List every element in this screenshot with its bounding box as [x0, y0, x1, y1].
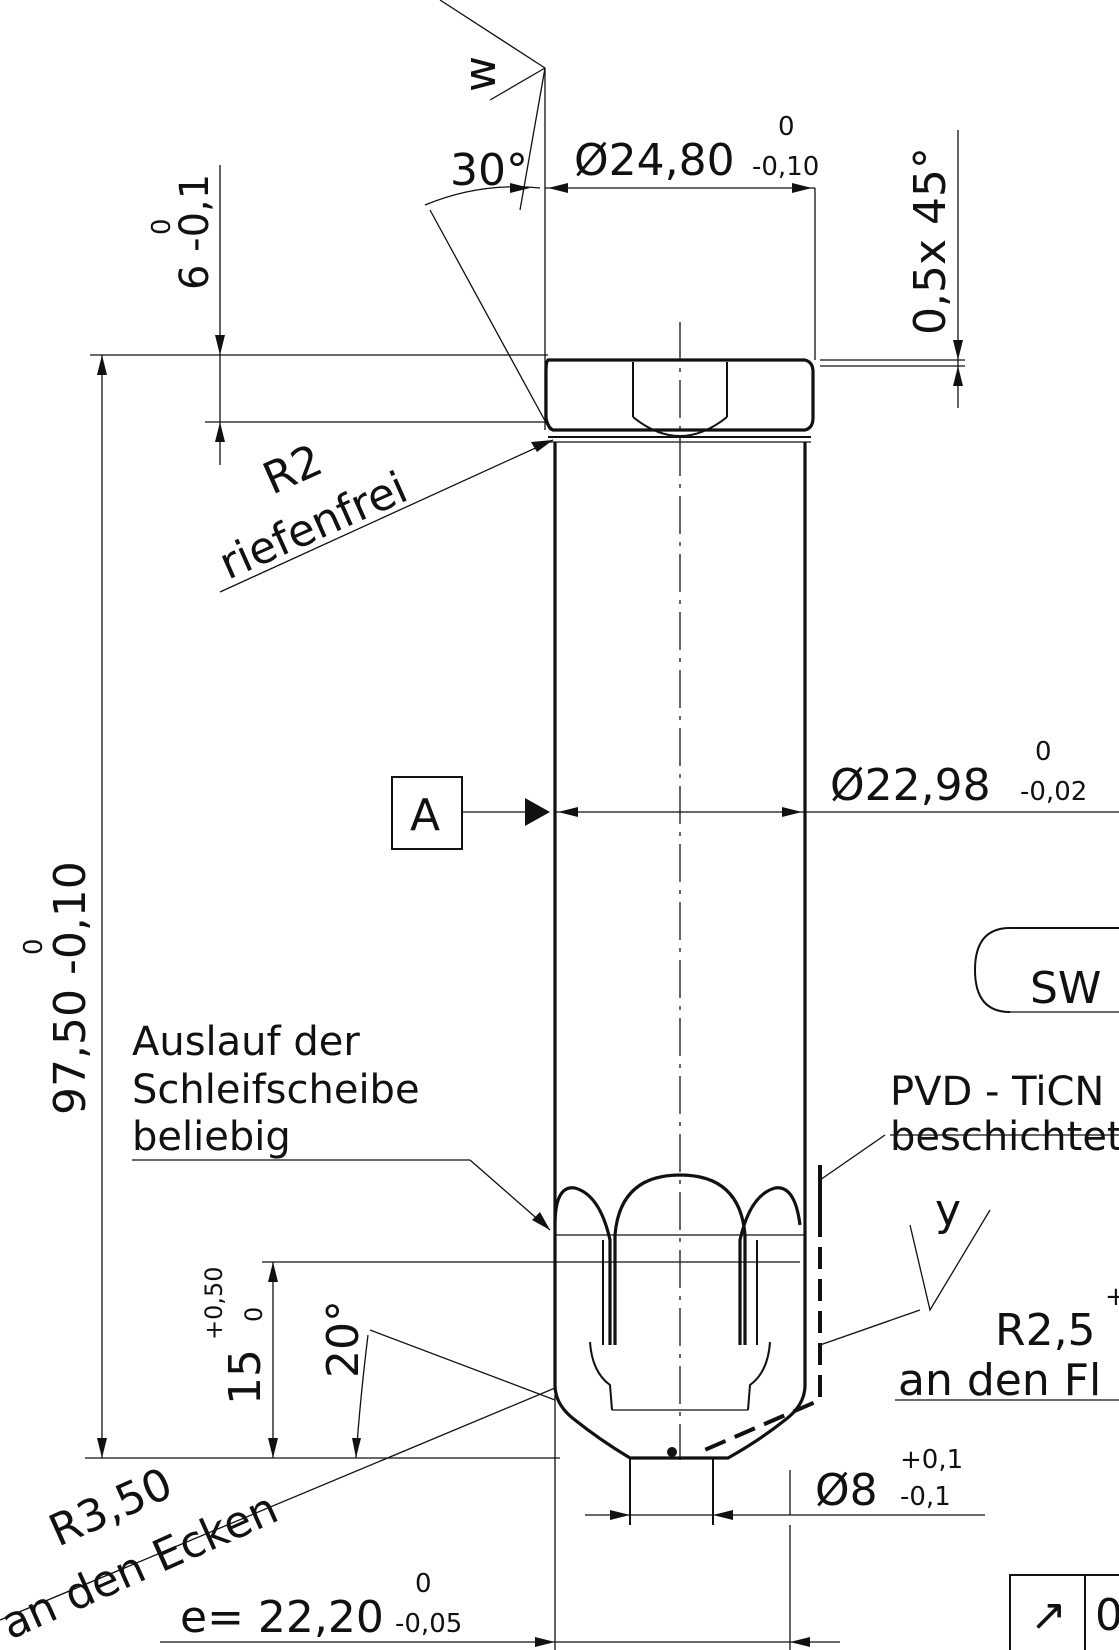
- auslauf-line-3: beliebig: [132, 1114, 291, 1160]
- head-height-label: 6 -0,1: [172, 174, 218, 290]
- height-15-upper: +0,50: [200, 1266, 228, 1340]
- length-label: 97,50 -0,10: [45, 861, 96, 1115]
- angle-20-label: 20°: [318, 1300, 369, 1378]
- radius-r25-tol: +: [1105, 1282, 1119, 1312]
- hex-tip-scallops: [553, 1173, 802, 1345]
- dia-shaft-upper: 0: [1035, 737, 1052, 767]
- dia-pin-lower: -0,1: [900, 1482, 951, 1512]
- sw-callout-box: [973, 927, 1119, 1013]
- height-15-label: 15: [220, 1349, 271, 1405]
- dia-head-label: Ø24,80: [574, 135, 735, 186]
- radius-r25-label: R2,5: [995, 1305, 1096, 1356]
- dia-shaft-label: Ø22,98: [830, 760, 991, 811]
- head-hex-flats: [632, 362, 728, 437]
- pvd-line-2: beschichtet: [890, 1114, 1119, 1160]
- dia-shaft-lower: -0,02: [1020, 777, 1087, 807]
- pvd-line-1: PVD - TiCN: [890, 1069, 1104, 1115]
- coating-indicator: [699, 1215, 822, 1454]
- part-outline: [544, 358, 822, 1525]
- tip-chamfer: [553, 1384, 807, 1460]
- dia-head-lower-tol: -0,10: [752, 152, 819, 182]
- auslauf-line-2: Schleifscheibe: [132, 1067, 420, 1113]
- arrowheads: [97, 183, 963, 1647]
- head-outline: [544, 358, 815, 432]
- head-height-upper: 0: [147, 218, 177, 235]
- gdt-value: 0: [1095, 1590, 1119, 1641]
- dia-pin-upper: +0,1: [900, 1445, 963, 1475]
- flanks-label: an den Fl: [898, 1355, 1101, 1406]
- gdt-frame: [1009, 1574, 1119, 1650]
- datum-a-box: [391, 776, 463, 850]
- chamfer-label: 0,5x 45°: [905, 147, 956, 335]
- radius-r2-label: R2: [256, 435, 330, 505]
- across-corners-label: e= 22,20: [180, 1592, 384, 1643]
- height-15-lower: 0: [240, 1307, 268, 1322]
- auslauf-line-1: Auslauf der: [132, 1019, 360, 1065]
- dia-pin-label: Ø8: [815, 1465, 878, 1516]
- surface-w-label: w: [455, 56, 506, 92]
- surface-y-label: y: [935, 1185, 961, 1236]
- dia-head-upper-tol: 0: [778, 112, 795, 142]
- sw-label: SW: [1030, 963, 1101, 1014]
- across-corners-upper: 0: [415, 1569, 432, 1599]
- length-upper: 0: [19, 938, 49, 955]
- gdt-symbol: ↗: [1030, 1590, 1067, 1641]
- angle-30-label: 30°: [450, 145, 528, 196]
- across-corners-lower: -0,05: [395, 1609, 462, 1639]
- datum-a-label: A: [410, 790, 440, 841]
